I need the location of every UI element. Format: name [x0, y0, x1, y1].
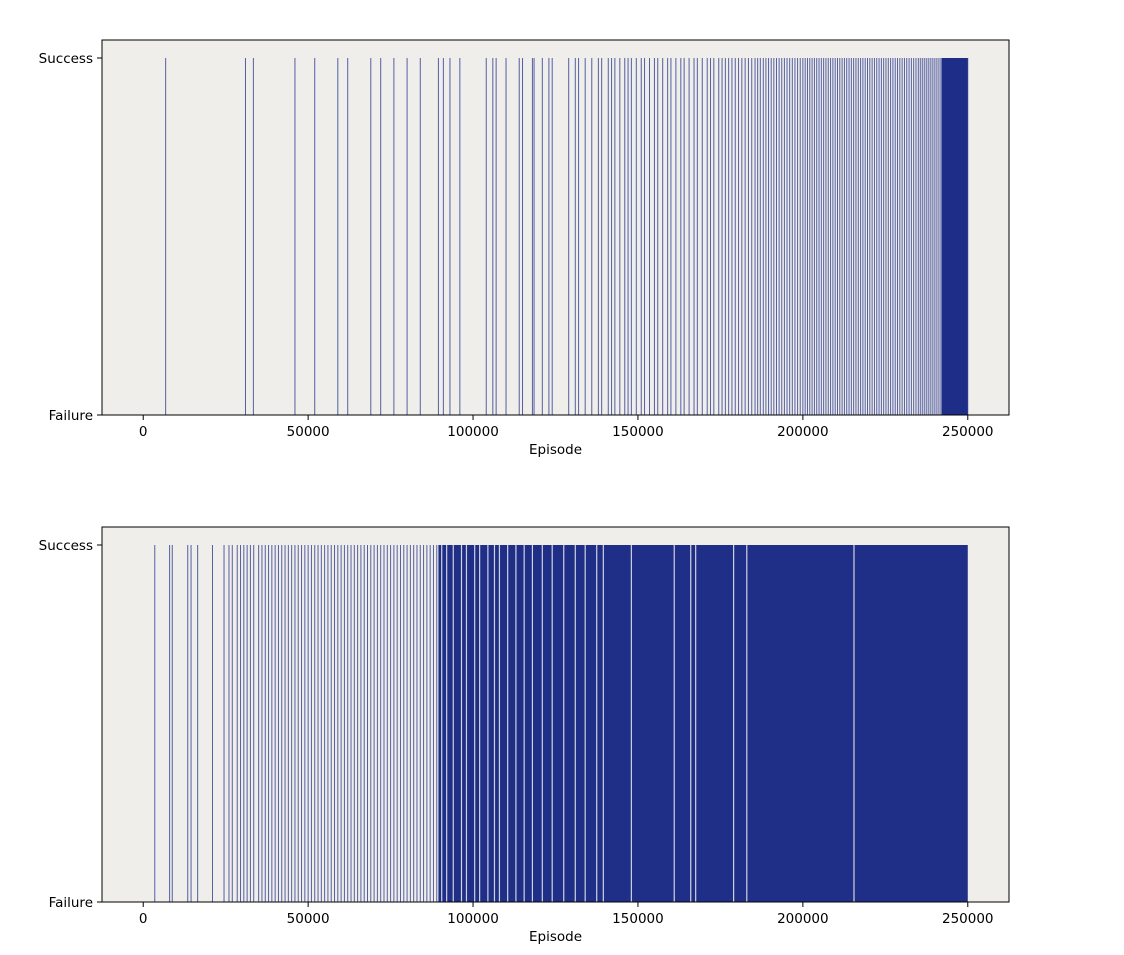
x-tick-label: 100000	[447, 424, 499, 440]
plot-frame	[101, 526, 1010, 903]
x-tick-label: 100000	[447, 911, 499, 927]
x-tick-label: 150000	[612, 911, 664, 927]
x-tick-label: 0	[139, 911, 148, 927]
x-tick-label: 200000	[777, 424, 829, 440]
y-tick-label-success: Success	[39, 538, 93, 554]
plot-area	[102, 40, 1009, 415]
y-tick-label-failure: Failure	[49, 895, 93, 911]
x-tick-label: 250000	[942, 424, 994, 440]
y-tick-label-failure: Failure	[49, 408, 93, 424]
x-axis-title: Episode	[529, 929, 582, 945]
x-tick-label: 50000	[287, 424, 330, 440]
x-tick-label: 50000	[287, 911, 330, 927]
x-axis-title: Episode	[529, 442, 582, 458]
success-block	[438, 545, 968, 902]
chart-panel-top: 0 50000 100000 150000 200000 250000 Failure Suc…	[39, 39, 1010, 458]
x-tick-label: 250000	[942, 911, 994, 927]
x-tick-label: 0	[139, 424, 148, 440]
x-tick-label: 200000	[777, 911, 829, 927]
y-tick-label-success: Success	[39, 51, 93, 67]
chart-panel-bottom: 0 50000 100000 150000 200000 250000 Failure Suc…	[39, 526, 1010, 945]
plot-frame	[101, 39, 1010, 416]
x-tick-label: 150000	[612, 424, 664, 440]
